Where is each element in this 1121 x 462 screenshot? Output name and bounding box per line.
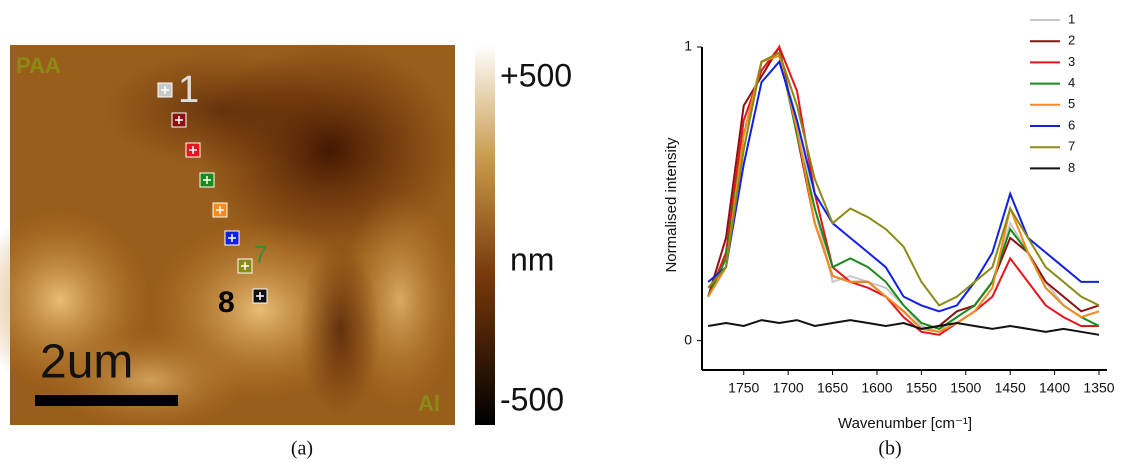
x-tick-label: 1450 — [995, 380, 1026, 396]
markers — [157, 82, 268, 304]
data-line — [707, 51, 1100, 333]
region-label: PAA — [16, 53, 61, 78]
data-line — [707, 44, 1099, 336]
point-cross — [256, 292, 264, 300]
point-label: 8 — [218, 286, 235, 319]
data-line — [707, 44, 1100, 330]
legend-label: 8 — [1068, 160, 1075, 175]
x-tick-label: 1600 — [861, 380, 892, 396]
y-axis-label: Normalised intensity — [663, 137, 680, 273]
point-label: 1 — [178, 69, 199, 111]
colorbar-label: +500 — [500, 57, 572, 93]
colorbar — [475, 45, 495, 425]
colorbar-label: nm — [510, 241, 554, 277]
legend-label: 5 — [1068, 96, 1075, 111]
legend-label: 1 — [1068, 11, 1075, 26]
x-tick-label: 1400 — [1039, 380, 1070, 396]
colorbar-label: -500 — [500, 381, 564, 417]
point-cross — [216, 206, 224, 214]
x-tick-label: 1700 — [773, 380, 804, 396]
point-cross — [189, 146, 197, 154]
data-line — [707, 59, 1099, 313]
x-tick-label: 1350 — [1083, 380, 1114, 396]
point-cross — [203, 176, 211, 184]
point-cross — [241, 262, 249, 270]
x-tick-label: 1550 — [906, 380, 937, 396]
legend-label: 2 — [1068, 33, 1075, 48]
x-tick-label: 1750 — [728, 380, 759, 396]
scale-bar — [35, 395, 178, 406]
data-line — [707, 51, 1100, 307]
region-label: Al — [418, 391, 440, 416]
x-tick-label: 1500 — [950, 380, 981, 396]
point-cross — [175, 116, 183, 124]
y-tick-label: 0 — [684, 331, 692, 347]
legend-label: 7 — [1068, 139, 1075, 154]
scale-label: 2um — [40, 336, 133, 389]
data-line — [707, 54, 1100, 333]
data-line — [707, 51, 1100, 331]
caption: (a) — [291, 438, 313, 460]
point-cross — [228, 234, 236, 242]
x-tick-label: 1650 — [817, 380, 848, 396]
x-axis-label: Wavenumber [cm⁻¹] — [838, 415, 972, 432]
legend-label: 3 — [1068, 54, 1075, 69]
legend-label: 4 — [1068, 75, 1075, 90]
caption: (b) — [878, 438, 901, 460]
legend-label: 6 — [1068, 117, 1075, 132]
data-line — [708, 319, 1100, 336]
point-cross — [161, 86, 169, 94]
point-label: 7 — [254, 241, 267, 268]
y-tick-label: 1 — [684, 38, 692, 54]
